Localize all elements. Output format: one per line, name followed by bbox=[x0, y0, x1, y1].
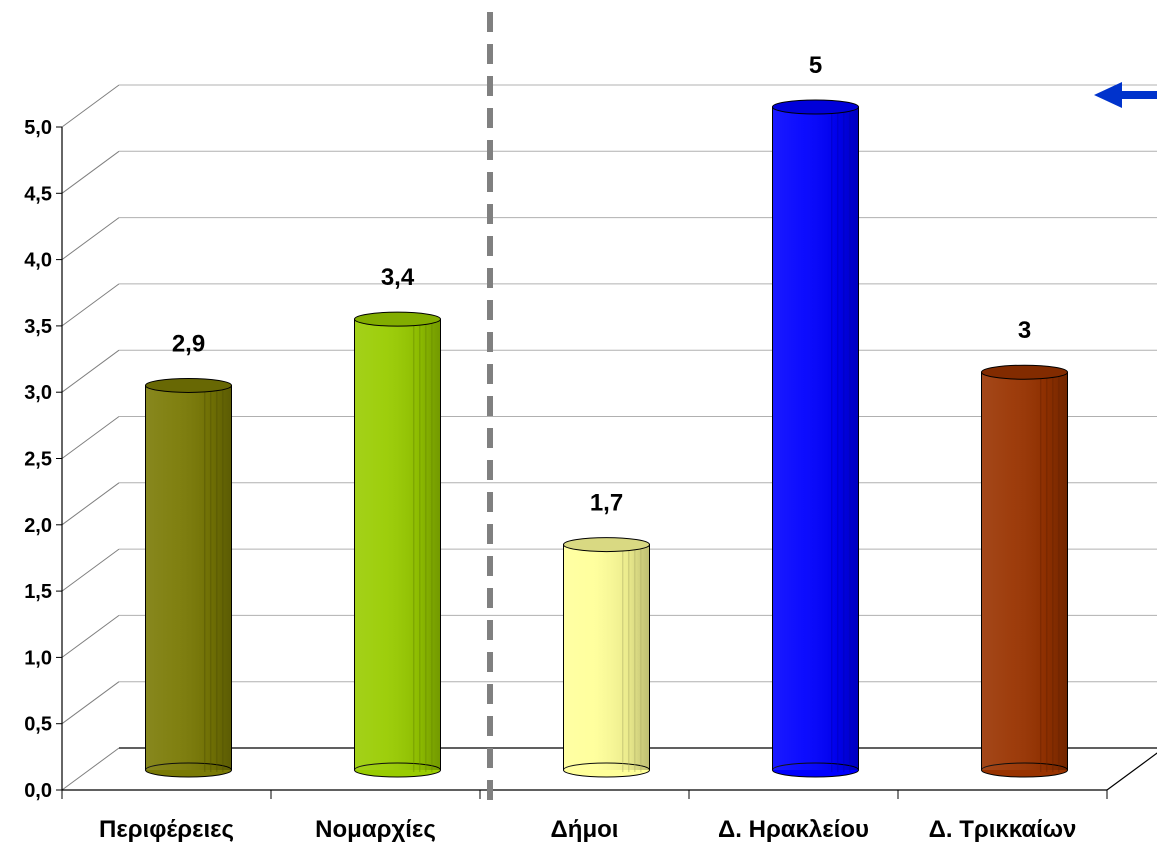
data-label: 5 bbox=[809, 52, 822, 79]
bar-shading bbox=[564, 544, 649, 770]
bar-2 bbox=[354, 311, 441, 778]
x-tick-label: Νομαρχίες bbox=[315, 816, 436, 843]
y-tick-label: 3,5 bbox=[24, 316, 52, 338]
bar-top bbox=[563, 537, 650, 553]
data-label: 1,7 bbox=[590, 490, 623, 517]
grid-depth-line bbox=[61, 482, 120, 526]
y-tick-label: 0,0 bbox=[24, 780, 52, 802]
grid-depth-line bbox=[61, 84, 120, 128]
data-label: 3,4 bbox=[381, 264, 415, 291]
bars bbox=[145, 99, 1068, 778]
bar-3 bbox=[563, 537, 650, 778]
grid-depth-line bbox=[61, 416, 120, 459]
grid-depth-line bbox=[61, 747, 120, 791]
x-tick-label: Περιφέρειες bbox=[99, 816, 234, 843]
y-tick-label: 5,0 bbox=[24, 117, 52, 139]
grid-depth-line bbox=[61, 283, 120, 327]
bar-5 bbox=[981, 364, 1068, 778]
arrow-head bbox=[1094, 82, 1122, 108]
grid-depth-line bbox=[61, 681, 120, 725]
y-tick-label: 3,0 bbox=[24, 382, 52, 404]
data-label: 3 bbox=[1018, 317, 1031, 344]
y-tick-label: 2,5 bbox=[24, 449, 52, 471]
grid-depth-line bbox=[61, 150, 120, 194]
bar-4 bbox=[772, 99, 859, 778]
y-tick-label: 2,0 bbox=[24, 515, 52, 537]
x-tick-label: Δ. Ηρακλείου bbox=[718, 816, 869, 843]
bar-shading bbox=[982, 372, 1067, 770]
bar-top bbox=[354, 311, 441, 327]
y-tick-label: 4,0 bbox=[24, 250, 52, 272]
arrow-shaft bbox=[1118, 91, 1157, 99]
grid-depth-line bbox=[61, 548, 120, 592]
y-tick-label: 1,5 bbox=[24, 581, 52, 603]
x-tick-label: Δήμοι bbox=[551, 816, 619, 843]
floor-right-edge bbox=[1106, 752, 1157, 791]
labels: 0,0 0,5 1,0 1,5 2,0 2,5 3,0 3,5 4,0 4,5 5,0 2,9 Περι… bbox=[24, 52, 1157, 843]
grid-depth-line bbox=[61, 614, 120, 658]
bar-shading bbox=[146, 385, 231, 770]
y-tick-label: 4,5 bbox=[24, 183, 52, 205]
bar-top bbox=[145, 377, 232, 393]
bar-shading bbox=[355, 319, 440, 770]
y-tick-label: 1,0 bbox=[24, 647, 52, 669]
arrow-left-icon bbox=[1094, 82, 1157, 108]
bar-1 bbox=[145, 377, 232, 778]
x-tick-label: Δ. Τρικκαίων bbox=[929, 816, 1077, 843]
y-tick-label: 0,5 bbox=[24, 714, 52, 736]
data-label: 2,9 bbox=[172, 330, 205, 357]
bar-top bbox=[772, 99, 859, 115]
bar-top bbox=[981, 364, 1068, 380]
bar-shading bbox=[773, 107, 858, 770]
grid-depth-line bbox=[61, 217, 120, 261]
grid-depth-line bbox=[61, 349, 120, 393]
